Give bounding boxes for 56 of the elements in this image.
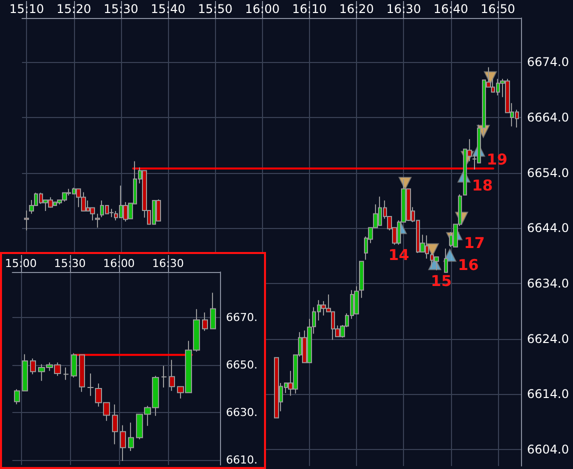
x-tick-label: 16:30 (152, 257, 184, 270)
candlestick (112, 404, 118, 445)
x-tick-label: 15:40 (150, 2, 186, 16)
x-tick-label: 15:20 (56, 2, 92, 16)
x-tick-label: 16:50 (480, 2, 516, 16)
candlestick (63, 367, 69, 380)
x-tick-label: 15:30 (104, 2, 138, 16)
x-tick-label: 15:00 (5, 257, 37, 270)
y-tick-label: 6654.0 (527, 166, 569, 180)
y-tick-label: 6670. (226, 310, 258, 324)
y-tick-label: 6664.0 (527, 110, 569, 125)
candlestick (169, 359, 175, 392)
candlestick (109, 208, 114, 218)
y-tick-label: 6624.0 (527, 332, 569, 346)
x-tick-label: 16:00 (245, 2, 280, 16)
annotation: 15 (430, 272, 452, 290)
y-tick-label: 6604.0 (527, 442, 569, 456)
x-tick-label: 16:30 (386, 2, 421, 16)
y-tick-label: 6650. (226, 358, 258, 372)
x-tick-label: 15:10 (9, 2, 44, 16)
annotation: 16 (458, 256, 479, 274)
candlestick (444, 248, 448, 273)
annotation: 19 (486, 150, 508, 169)
candlestick (359, 260, 364, 298)
annotation: 14 (388, 246, 410, 264)
annotation: 17 (464, 234, 485, 252)
y-tick-label: 6610. (226, 454, 258, 467)
y-tick-label: 6634.0 (527, 276, 569, 290)
y-tick-label: 6630. (226, 406, 258, 420)
y-tick-label: 6644.0 (527, 221, 569, 236)
candlestick (128, 422, 134, 452)
candlestick (434, 256, 439, 271)
candlestick (274, 357, 279, 418)
x-tick-label: 15:30 (54, 257, 86, 270)
x-tick-label: 16:20 (339, 2, 374, 16)
y-tick-label: 6614.0 (527, 387, 569, 402)
candlestick (71, 352, 77, 378)
annotation: 18 (472, 176, 493, 195)
candlestick (79, 354, 85, 392)
x-tick-label: 15:50 (198, 2, 232, 16)
candlestick (156, 198, 161, 222)
candlestick (161, 365, 167, 388)
candlestick (24, 210, 29, 231)
y-tick-label: 6674.0 (527, 55, 569, 70)
x-tick-label: 16:00 (103, 257, 135, 270)
candlestick (30, 358, 36, 375)
candlestick (22, 354, 28, 392)
candlestick (87, 373, 94, 396)
x-tick-label: 16:10 (292, 2, 327, 16)
candlestick (95, 213, 100, 228)
point (426, 243, 439, 256)
candlestick (210, 292, 216, 330)
candlestick (202, 312, 208, 332)
candlestick (120, 424, 126, 462)
x-tick-label: 16:40 (434, 2, 468, 16)
candlestick (14, 388, 20, 405)
